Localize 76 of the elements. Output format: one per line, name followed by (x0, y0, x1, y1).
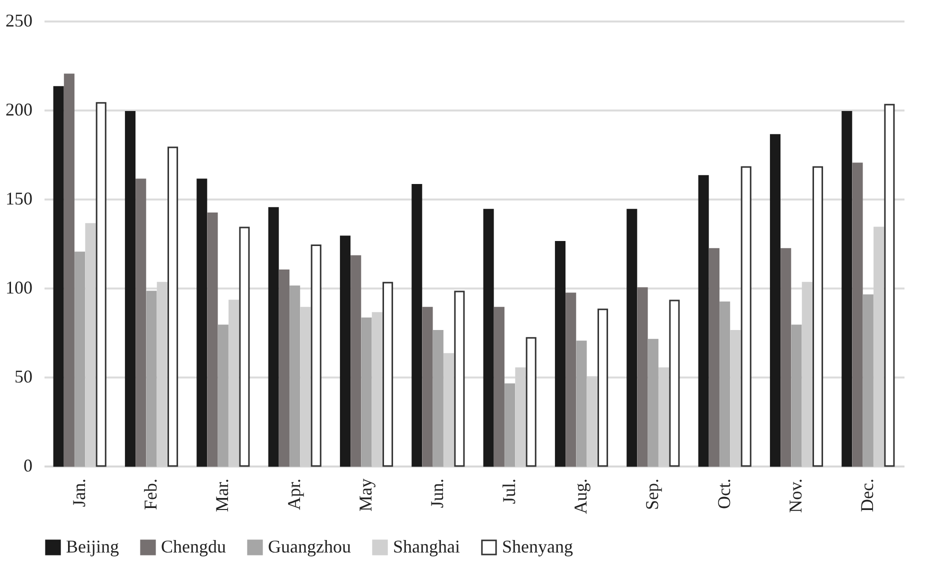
bar (372, 312, 382, 467)
bar (168, 146, 178, 467)
bar (412, 184, 422, 467)
x-tick-label: Apr. (284, 478, 304, 510)
bar (382, 282, 394, 467)
bar (228, 300, 240, 467)
x-tick-label: Feb. (140, 478, 160, 510)
bar (780, 248, 792, 467)
x-tick-label: Jul. (498, 478, 519, 504)
bar (361, 318, 372, 467)
bar (637, 287, 648, 467)
x-tick-label: Aug. (570, 478, 590, 514)
bar (268, 207, 279, 467)
x-tick-label: Nov. (786, 478, 806, 513)
y-tick-label: 250 (6, 10, 32, 30)
x-tick-label: Jan. (68, 478, 89, 507)
bar (422, 306, 433, 467)
bar (740, 166, 752, 467)
x-tick-label: Oct. (714, 478, 734, 509)
y-tick-label: 200 (6, 100, 32, 120)
x-tick-label: May (356, 478, 376, 512)
bar (432, 330, 444, 467)
bar (669, 300, 680, 467)
bar (74, 252, 86, 467)
y-tick-label: 0 (24, 456, 32, 476)
bar (566, 292, 576, 467)
bar (64, 74, 74, 467)
bar (862, 294, 874, 467)
bar (53, 86, 64, 467)
bar (96, 102, 106, 467)
bar (340, 236, 350, 467)
legend-label: Chengdu (161, 536, 226, 556)
bar (454, 290, 465, 467)
x-tick-label: Jun. (427, 478, 448, 508)
y-tick-label: 150 (6, 188, 32, 208)
bar (310, 244, 322, 467)
bar (554, 240, 566, 467)
bar (842, 111, 852, 467)
bar (483, 208, 494, 467)
bar (770, 134, 780, 467)
bar (852, 162, 863, 467)
legend-label: Beijing (66, 536, 119, 556)
bar (576, 340, 587, 467)
bar (444, 353, 454, 467)
bar (504, 383, 516, 467)
bar (146, 290, 157, 467)
bar (598, 308, 608, 467)
y-tick-label: 100 (6, 278, 32, 298)
bar (124, 111, 136, 467)
bar (290, 285, 300, 467)
legend-label: Guangzhou (268, 536, 351, 556)
bar (626, 208, 638, 467)
bar (698, 175, 709, 467)
bar (791, 324, 802, 467)
bar (720, 301, 730, 467)
bar (239, 226, 250, 467)
legend-label: Shanghai (393, 536, 460, 556)
bar (218, 324, 228, 467)
bar (658, 367, 670, 467)
bar (812, 166, 824, 467)
bar (494, 306, 504, 467)
bar (350, 255, 362, 467)
bar (648, 338, 658, 467)
bar (884, 104, 895, 467)
bar (526, 337, 536, 467)
bar (278, 269, 290, 467)
bar (586, 376, 598, 467)
y-tick-label: 50 (14, 366, 32, 386)
bar (207, 212, 218, 467)
x-tick-label: Mar. (212, 478, 232, 512)
legend-label: Shenyang (502, 536, 573, 556)
bar (708, 248, 720, 467)
x-tick-label: Dec. (857, 478, 878, 512)
bar (196, 178, 208, 467)
bar (136, 178, 146, 467)
x-tick-label: Sep. (642, 478, 662, 510)
